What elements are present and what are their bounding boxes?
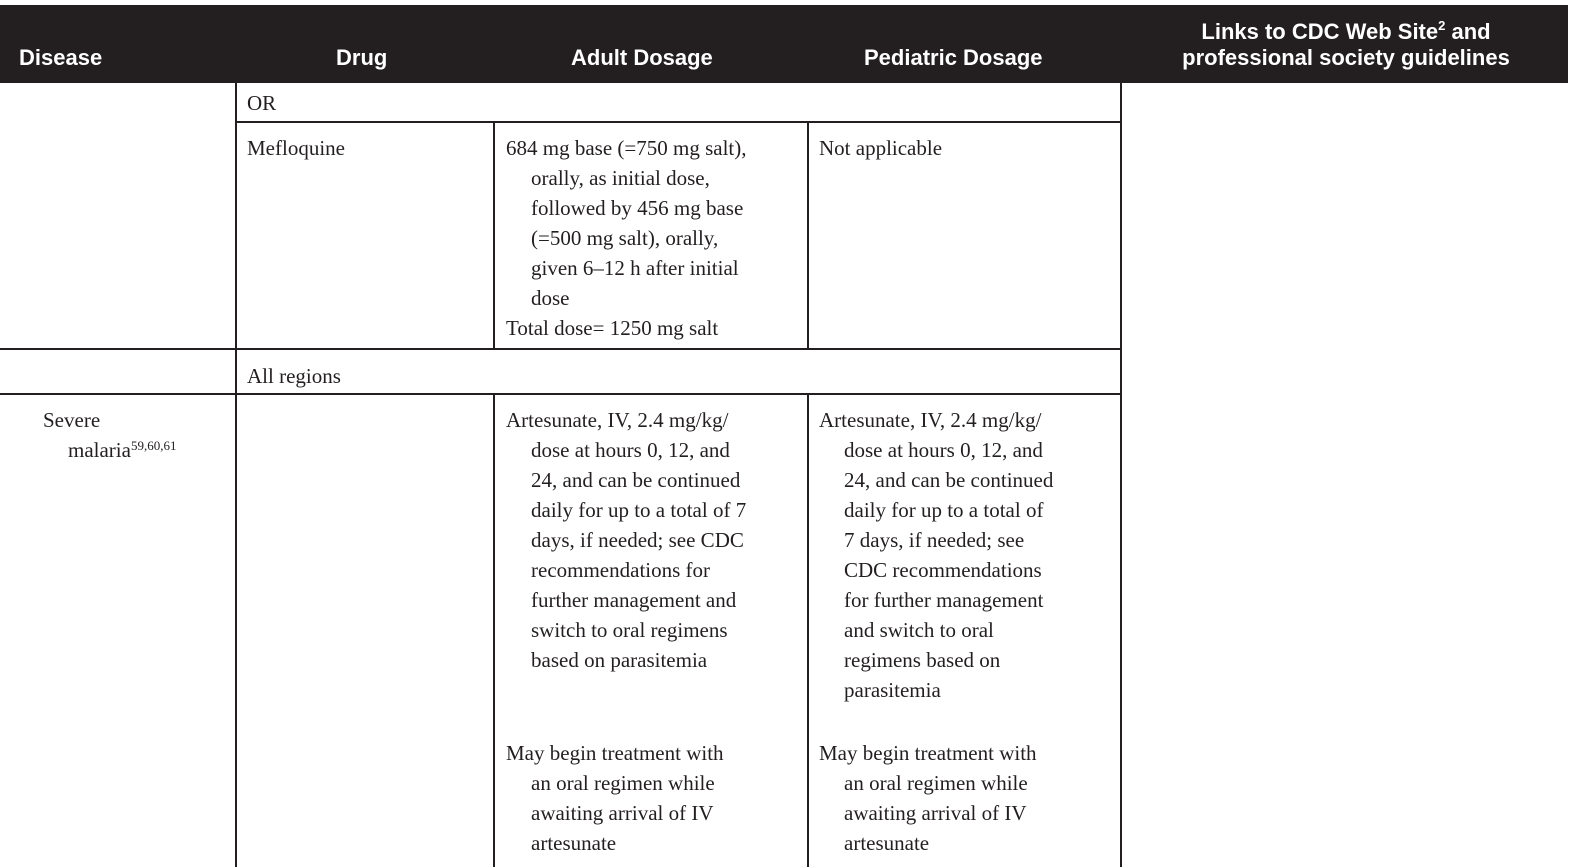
text-line: parasitemia [844, 678, 941, 702]
mefloquine-adult-dosage: 684 mg base (=750 mg salt), orally, as in… [506, 133, 806, 343]
severe-malaria-pediatric-note: May begin treatment with an oral regimen … [819, 738, 1119, 858]
text-line: Artesunate, IV, 2.4 mg/kg/ [819, 408, 1042, 432]
header-links-line2: professional society guidelines [1182, 45, 1510, 70]
text-line: 7 days, if needed; see [844, 528, 1025, 552]
mefloquine-pediatric-dosage: Not applicable [819, 136, 943, 160]
text-line: Artesunate, IV, 2.4 mg/kg/ [506, 408, 729, 432]
severe-malaria-adult-note: May begin treatment with an oral regimen … [506, 738, 806, 858]
or-label: OR [247, 91, 277, 115]
text-line: switch to oral regimens [531, 618, 728, 642]
column-divider [493, 393, 495, 867]
text-line: artesunate [844, 831, 930, 855]
header-pediatric-dosage: Pediatric Dosage [864, 45, 1043, 70]
row-divider [0, 348, 1121, 350]
text-line: an oral regimen while [531, 771, 715, 795]
text-line: 24, and can be continued [531, 468, 741, 492]
column-divider [807, 121, 809, 349]
header-links: Links to CDC Web Site2 and professional … [1162, 19, 1530, 71]
text-line: regimens based on [844, 648, 1001, 672]
text-line: dose at hours 0, 12, and [844, 438, 1043, 462]
text-line: Total dose= 1250 mg salt [506, 316, 719, 340]
text-line: artesunate [531, 831, 617, 855]
header-drug: Drug [336, 45, 388, 70]
severe-malaria-disease: Severe malaria59,60,61 [43, 408, 177, 462]
text-line: daily for up to a total of 7 [531, 498, 747, 522]
text-line: days, if needed; see CDC [531, 528, 744, 552]
text-line: 24, and can be continued [844, 468, 1054, 492]
mefloquine-drug: Mefloquine [247, 136, 345, 160]
text-line: (=500 mg salt), orally, [531, 226, 719, 250]
text-line: awaiting arrival of IV [531, 801, 714, 825]
text-line: followed by 456 mg base [531, 196, 744, 220]
row-divider [235, 121, 1121, 123]
header-links-line1: Links to CDC Web Site2 and [1201, 18, 1491, 44]
text-line: orally, as initial dose, [531, 166, 710, 190]
severe-malaria-adult-dosage: Artesunate, IV, 2.4 mg/kg/dose at hours … [506, 405, 806, 675]
text-line: further management and [531, 588, 737, 612]
header-adult-dosage: Adult Dosage [571, 45, 713, 70]
column-divider [807, 393, 809, 867]
text-line: dose [531, 286, 570, 310]
text-line: based on parasitemia [531, 648, 708, 672]
text-line: May begin treatment with [506, 741, 724, 765]
column-divider [1120, 83, 1122, 867]
header-disease: Disease [19, 45, 103, 70]
text-line: CDC recommendations [844, 558, 1042, 582]
text-line: and switch to oral [844, 618, 994, 642]
text-line: an oral regimen while [844, 771, 1028, 795]
text-line: given 6–12 h after initial [531, 256, 739, 280]
table-header: Disease Drug Adult Dosage Pediatric Dosa… [0, 5, 1568, 83]
severe-malaria-pediatric-dosage: Artesunate, IV, 2.4 mg/kg/dose at hours … [819, 405, 1119, 705]
text-line: awaiting arrival of IV [844, 801, 1027, 825]
text-line: dose at hours 0, 12, and [531, 438, 730, 462]
text-line: daily for up to a total of [844, 498, 1044, 522]
row-divider [0, 393, 1121, 395]
text-line: May begin treatment with [819, 741, 1037, 765]
text-line: for further management [844, 588, 1044, 612]
text-line: recommendations for [531, 558, 711, 582]
column-divider [493, 121, 495, 349]
text-line: 684 mg base (=750 mg salt), [506, 136, 747, 160]
column-divider [235, 83, 237, 867]
all-regions-label: All regions [247, 364, 341, 388]
